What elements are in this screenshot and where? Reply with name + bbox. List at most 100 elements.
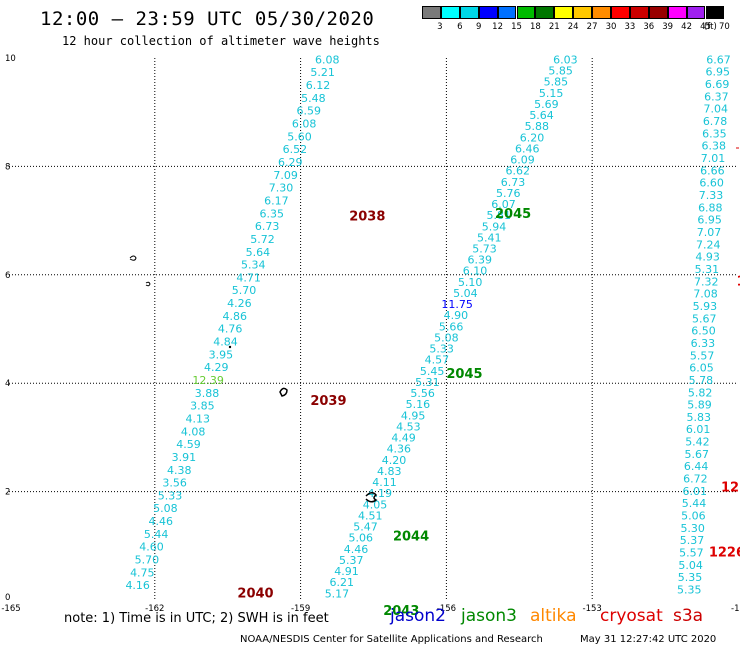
legend-swatch [592, 6, 611, 19]
legend-swatch [478, 6, 498, 19]
swh-value: 4.13 [186, 412, 211, 425]
swh-value: 5.57 [690, 349, 715, 362]
swh-value: 4.76 [218, 323, 243, 336]
swh-value: 4.83 [377, 465, 402, 478]
swh-value: 4.26 [227, 297, 252, 310]
swh-value: 4.90 [444, 309, 469, 322]
x-tick-label: -15 [731, 604, 740, 614]
legend-label: 45 [700, 22, 711, 32]
y-tick-label: 0 [5, 593, 10, 603]
swh-value: 5.06 [681, 510, 706, 523]
swh-value: 5.70 [232, 284, 257, 297]
pass-time-label: 2045 [446, 367, 482, 382]
swh-value: 4.91 [334, 565, 359, 578]
y-tick-label: 6 [5, 271, 10, 281]
swh-value: 5.73 [472, 242, 497, 255]
swh-value: 7.07 [697, 226, 722, 239]
footnote: note: 1) Time is in UTC; 2) SWH is in fe… [64, 611, 329, 626]
swh-value: 6.17 [264, 194, 289, 207]
legend-swatch [440, 6, 460, 19]
swh-value: 5.85 [544, 76, 569, 89]
swh-value: 5.44 [144, 528, 169, 541]
legend-label: 15 [511, 22, 522, 32]
swh-value: 5.72 [250, 233, 275, 246]
x-tick-label: -159 [291, 604, 310, 614]
chart-subtitle: 12 hour collection of altimeter wave hei… [62, 34, 380, 48]
swh-value: 7.30 [269, 182, 294, 195]
swh-value: 6.46 [515, 142, 540, 155]
legend-swatch [611, 6, 630, 19]
legend-swatch [459, 6, 479, 19]
swh-value: 5.70 [135, 554, 160, 567]
swh-value: 4.75 [130, 566, 155, 579]
legend-label: 3 [437, 22, 443, 32]
y-tick-label: 10 [5, 54, 16, 64]
satellite-jason3: jason3 [461, 606, 517, 626]
pass-time-label: 2044 [393, 529, 429, 544]
swh-value: 6.37 [704, 90, 729, 103]
legend-label: 33 [624, 22, 636, 32]
swh-value: 5.35 [677, 583, 702, 596]
swh-value: 5.60 [287, 130, 312, 143]
pass-time-label: 2043 [383, 604, 419, 619]
legend-swatch [573, 6, 593, 19]
legend-swatch [535, 6, 555, 19]
swh-value: 6.08 [292, 118, 317, 131]
swh-value: 4.38 [167, 464, 192, 477]
y-tick-label: 2 [5, 488, 10, 498]
x-tick-label: -162 [145, 604, 164, 614]
swh-value: 5.30 [680, 522, 705, 535]
satellite-jason2: jason2 [390, 606, 446, 626]
swh-value: 4.29 [204, 361, 229, 374]
swh-value: 4.53 [396, 420, 421, 433]
swh-value: 4.95 [401, 409, 426, 422]
swh-value: 4.51 [358, 509, 383, 522]
legend-label: 9 [475, 22, 482, 32]
swh-value: 5.16 [406, 398, 431, 411]
swh-value: 4.20 [382, 454, 407, 467]
swh-value: 5.82 [688, 386, 713, 399]
swh-value: 5.34 [241, 259, 266, 272]
legend-swatch [422, 6, 441, 19]
swh-value: 5.31 [415, 376, 440, 389]
swh-value: 5.04 [678, 559, 703, 572]
legend-unit: (ft) [704, 22, 717, 32]
swh-value: 6.72 [683, 473, 708, 486]
swh-value: 5.33 [429, 343, 454, 356]
swh-value: 5.94 [482, 220, 507, 233]
swh-value: 5.47 [353, 521, 378, 534]
swh-value: 6.73 [255, 220, 280, 233]
legend-label: 42 [681, 22, 692, 32]
legend-label: 21 [548, 22, 560, 32]
swh-value: 5.78 [689, 374, 714, 387]
swh-value: 6.01 [686, 423, 711, 436]
legend-label: 70 [718, 22, 730, 32]
swh-value: 6.62 [506, 165, 531, 178]
swh-value: 6.59 [296, 105, 321, 118]
swh-value: 4.46 [344, 543, 369, 556]
swh-value: 12.39 [192, 374, 224, 387]
swh-value: 4.84 [213, 336, 238, 349]
swh-value: 4.16 [125, 579, 150, 592]
swh-value: 6.33 [691, 337, 716, 350]
legend-swatch [686, 6, 706, 19]
swh-value: 5.17 [325, 587, 350, 600]
x-tick-label: -165 [1, 604, 20, 614]
swh-value: 4.93 [695, 251, 720, 264]
swh-value: 3.88 [195, 387, 220, 400]
pass-time-label: 2040 [237, 586, 273, 601]
swh-value: 6.12 [306, 79, 331, 92]
swh-value: 6.38 [701, 140, 726, 153]
pass-time-label: 2039 [310, 394, 346, 409]
x-tick-label: -153 [583, 604, 602, 614]
swh-value: 5.10 [458, 276, 483, 289]
island-outline [129, 255, 137, 261]
swh-value: 5.85 [548, 65, 573, 78]
satellite-cryosat: cryosat [600, 606, 663, 626]
chart-title: 12:00 – 23:59 UTC 05/30/2020 [40, 8, 375, 30]
swh-value: 5.88 [525, 120, 550, 133]
legend-label: 24 [567, 22, 579, 32]
swh-value: 4.08 [181, 425, 206, 438]
swh-value: 7.04 [703, 103, 728, 116]
